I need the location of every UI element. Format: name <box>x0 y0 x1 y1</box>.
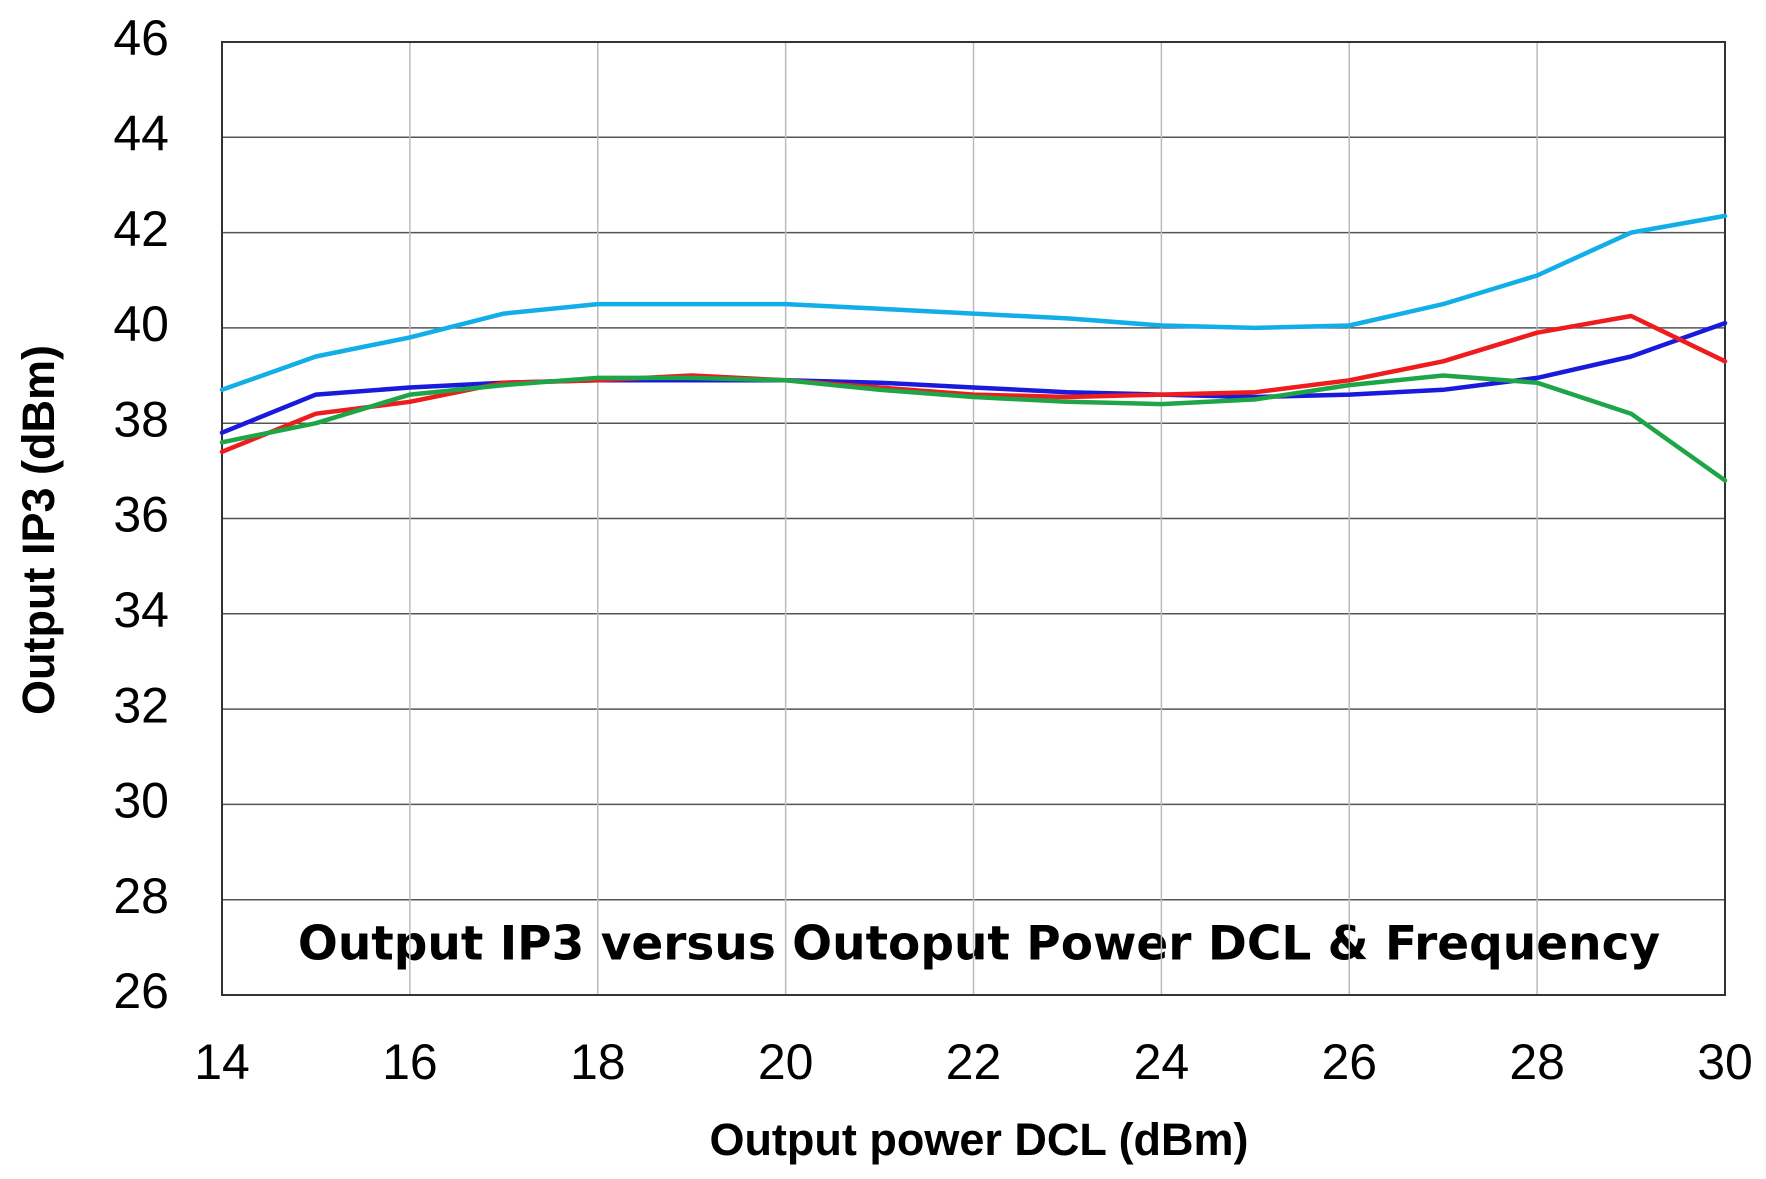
x-tick-label: 14 <box>194 1034 250 1090</box>
y-tick-label: 28 <box>113 868 169 924</box>
y-tick-label: 46 <box>113 10 169 66</box>
y-tick-label: 26 <box>113 963 169 1019</box>
plot-frame <box>221 41 1726 996</box>
y-tick-label: 40 <box>113 296 169 352</box>
x-tick-label: 16 <box>382 1034 438 1090</box>
chart-title: Output IP3 versus Outoput Power DCL & Fr… <box>298 917 1660 972</box>
y-tick-label: 38 <box>113 391 169 447</box>
x-tick-label: 22 <box>946 1034 1002 1090</box>
series-line <box>219 213 1728 393</box>
series-line <box>219 373 1728 483</box>
y-tick-label: 36 <box>113 487 169 543</box>
x-tick-label: 18 <box>570 1034 626 1090</box>
x-axis-label: Output power DCL (dBm) <box>709 1114 1248 1165</box>
y-tick-label: 42 <box>113 201 169 257</box>
x-tick-label: 26 <box>1321 1034 1377 1090</box>
y-tick-label: 34 <box>113 582 169 638</box>
y-tick-label: 44 <box>113 106 169 162</box>
x-tick-label: 24 <box>1134 1034 1190 1090</box>
y-axis-label: Output IP3 (dBm) <box>13 345 64 715</box>
x-tick-label: 20 <box>758 1034 814 1090</box>
series-line <box>219 320 1728 435</box>
y-tick-label: 32 <box>113 677 169 733</box>
x-tick-label: 30 <box>1697 1034 1753 1090</box>
y-tick-label: 30 <box>113 773 169 829</box>
x-tick-label: 28 <box>1509 1034 1565 1090</box>
